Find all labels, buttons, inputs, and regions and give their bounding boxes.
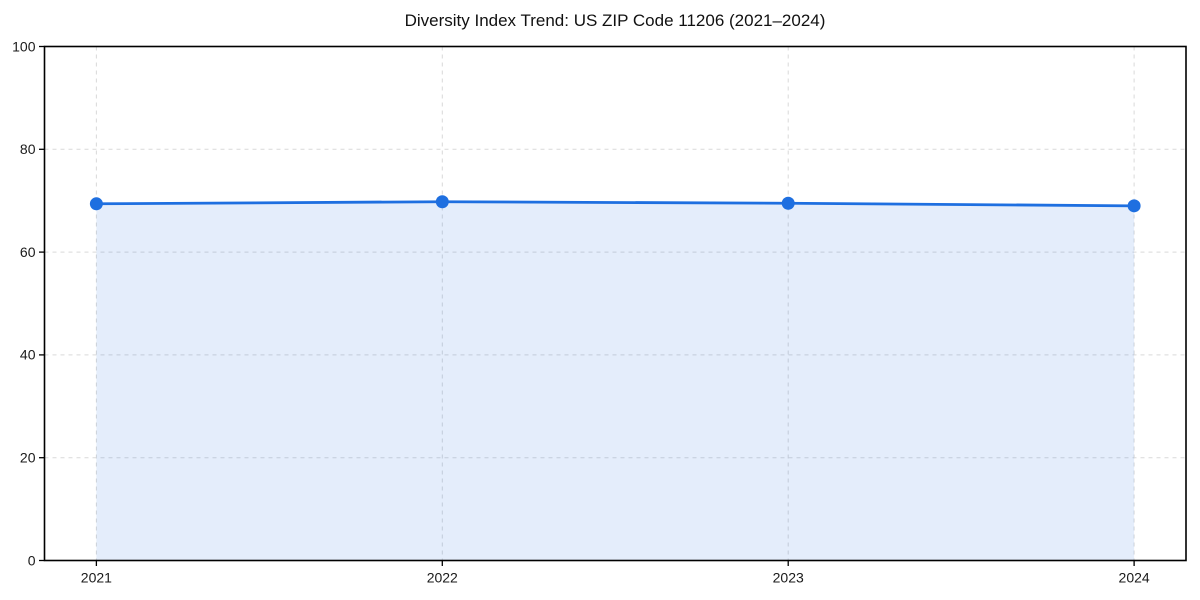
- x-tick-label: 2022: [427, 570, 458, 586]
- trend-line: [94, 200, 1136, 208]
- x-tick-label: 2023: [773, 570, 804, 586]
- area-fill: [96, 201, 1135, 561]
- y-tick-label: 40: [20, 347, 36, 363]
- data-point-2021: [89, 197, 103, 211]
- data-point-2022: [435, 195, 449, 209]
- y-tick-label: 100: [12, 38, 36, 54]
- plot-border: [43, 45, 1187, 562]
- x-tick-label: 2024: [1119, 570, 1150, 586]
- data-point-2024: [1127, 199, 1141, 213]
- y-tick-label: 20: [20, 449, 36, 465]
- x-tick-label: 2021: [81, 570, 112, 586]
- data-point-2023: [781, 196, 795, 210]
- y-tick-label: 60: [20, 244, 36, 260]
- y-tick-label: 0: [28, 552, 36, 568]
- chart-title: Diversity Index Trend: US ZIP Code 11206…: [404, 11, 826, 30]
- y-tick-label: 80: [20, 141, 36, 157]
